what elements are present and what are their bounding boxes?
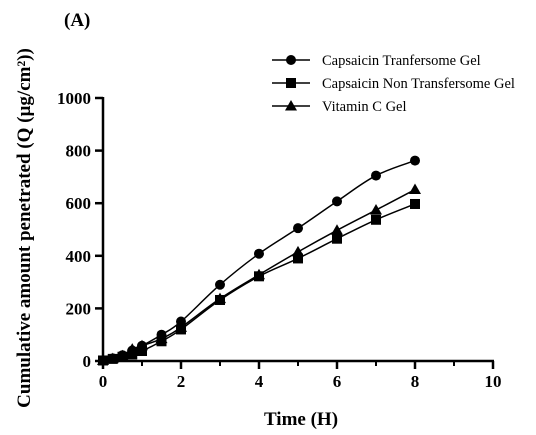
data-point-circle <box>410 155 420 166</box>
data-point-triangle <box>97 354 109 365</box>
y-tick-label: 800 <box>66 142 92 161</box>
data-point-circle <box>371 170 381 181</box>
data-point-square <box>410 198 420 209</box>
data-point-triangle <box>175 321 187 332</box>
data-point-square <box>293 253 303 264</box>
data-point-triangle <box>116 349 129 361</box>
data-point-triangle <box>253 268 265 280</box>
legend: Capsaicin Tranfersome Gel Capsaicin Non T… <box>272 53 515 115</box>
legend-item: Vitamin C Gel <box>272 99 407 115</box>
legend-marker-triangle <box>285 100 297 111</box>
y-tick-label: 200 <box>66 299 92 318</box>
y-tick-label: 0 <box>83 352 92 371</box>
data-point-triangle <box>214 292 226 304</box>
data-point-square <box>332 233 342 244</box>
series-layer <box>97 155 421 366</box>
series-line <box>102 159 416 362</box>
data-point-triangle <box>370 204 382 215</box>
data-point-triangle <box>331 224 343 235</box>
x-tick-label: 8 <box>411 372 420 391</box>
x-tick-label: 6 <box>333 372 342 391</box>
data-point-circle <box>332 196 342 207</box>
series-square <box>98 198 420 366</box>
y-tick-label: 600 <box>66 194 92 213</box>
data-point-square <box>371 214 381 225</box>
series-circle <box>98 155 420 366</box>
data-point-triangle <box>106 352 119 364</box>
x-tick-label: 0 <box>99 372 108 391</box>
data-point-triangle <box>155 332 168 344</box>
data-point-circle <box>293 223 303 234</box>
data-point-triangle <box>409 183 421 195</box>
data-point-triangle <box>136 339 148 351</box>
x-tick-label: 2 <box>177 372 186 391</box>
data-point-circle <box>254 248 264 259</box>
data-point-circle <box>215 279 225 290</box>
legend-label: Capsaicin Tranfersome Gel <box>322 53 481 69</box>
legend-item: Capsaicin Tranfersome Gel <box>272 53 481 69</box>
legend-item: Capsaicin Non Transfersome Gel <box>272 76 515 92</box>
data-point-triangle <box>292 245 304 257</box>
axes: 0 2 4 6 8 10 0 200 400 600 800 1000 <box>57 89 502 391</box>
legend-label: Vitamin C Gel <box>322 99 407 115</box>
data-point-square <box>127 349 138 360</box>
x-tick-label: 10 <box>485 372 502 391</box>
y-axis-title: Cumulative amount penetrated (Q (µg/cm²)… <box>14 48 35 408</box>
y-tick-label: 1000 <box>57 89 91 108</box>
x-axis-title: Time (H) <box>264 409 338 430</box>
data-point-triangle <box>126 343 139 354</box>
y-tick-label: 400 <box>66 247 92 266</box>
series-triangle <box>97 183 421 365</box>
x-tick-label: 4 <box>255 372 264 391</box>
y-ticks: 0 200 400 600 800 1000 <box>57 89 103 371</box>
legend-label: Capsaicin Non Transfersome Gel <box>322 76 515 92</box>
legend-marker-circle <box>286 55 296 65</box>
legend-marker-square <box>286 78 296 88</box>
data-point-square <box>137 346 147 357</box>
series-line <box>102 203 416 362</box>
x-ticks: 0 2 4 6 8 10 <box>99 361 502 391</box>
panel-label: (A) <box>64 10 90 31</box>
